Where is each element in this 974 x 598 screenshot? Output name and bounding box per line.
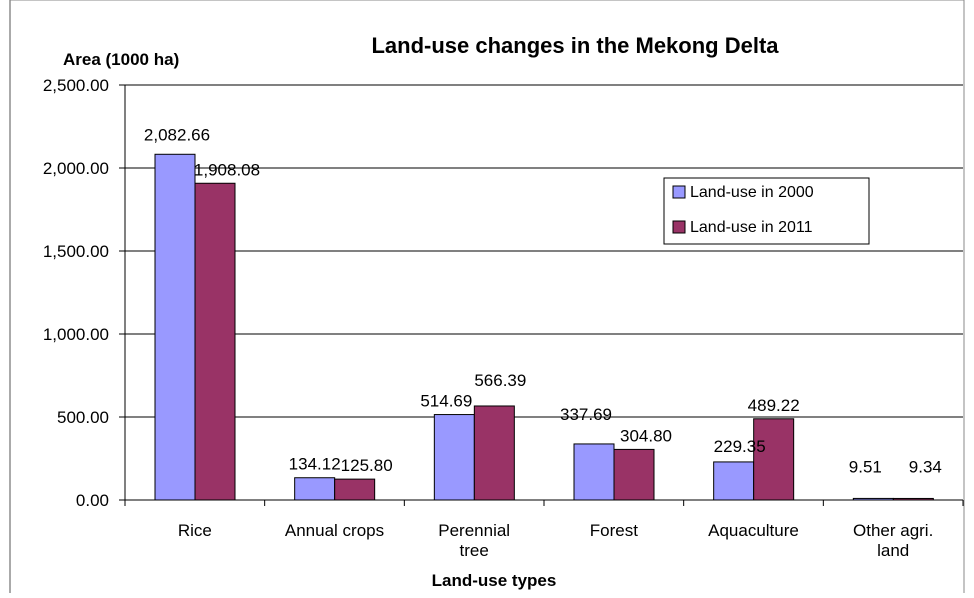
y-tick-label: 500.00 [57, 408, 109, 427]
x-tick-label: Forest [590, 521, 638, 540]
x-axis-label: Land-use types [432, 571, 557, 590]
data-label: 9.51 [849, 457, 882, 476]
bar [334, 478, 376, 501]
axes [119, 84, 964, 506]
x-tick-label: Perennial tree [438, 521, 510, 560]
bar [194, 182, 236, 501]
gridlines [125, 84, 963, 418]
x-tick-label: Annual crops [285, 521, 384, 540]
data-label: 514.69 [420, 392, 472, 411]
y-tick-label: 1,500.00 [43, 242, 109, 261]
x-tick-label: Aquaculture [708, 521, 799, 540]
legend-label-2011: Land-use in 2011 [690, 219, 813, 236]
data-labels: 2,082.66 134.12 514.69 337.69 229.35 9.51 1,90… [144, 125, 942, 476]
y-axis-label: Area (1000 ha) [63, 50, 179, 69]
bar [154, 153, 196, 501]
x-tick-labels: Rice Annual crops Perennial tree Forest Aquac… [178, 521, 933, 560]
bar [713, 461, 755, 501]
x-tick-label: Rice [178, 521, 212, 540]
data-label: 2,082.66 [144, 125, 210, 144]
legend-swatch-2011 [672, 220, 686, 234]
y-tick-label: 2,500.00 [43, 76, 109, 95]
legend: Land-use in 2000 Land-use in 2011 [663, 177, 870, 245]
legend-box [663, 177, 870, 245]
chart-title: Land-use changes in the Mekong Delta [371, 33, 779, 58]
data-label: 229.35 [714, 437, 766, 456]
bar [294, 477, 336, 501]
data-label: 134.12 [289, 455, 341, 474]
data-label: 9.34 [909, 457, 942, 476]
data-label: 125.80 [341, 456, 393, 475]
y-tick-label: 1,000.00 [43, 325, 109, 344]
bar [613, 448, 655, 501]
legend-label-2000: Land-use in 2000 [690, 184, 814, 201]
x-tick-label: Other agri. land [853, 521, 933, 560]
y-tick-labels: 0.00 500.00 1,000.00 1,500.00 2,000.00 2,500.… [43, 76, 109, 510]
bar [573, 443, 615, 501]
data-label: 1,908.08 [194, 160, 260, 179]
bar [433, 414, 475, 501]
data-label: 304.80 [620, 426, 672, 445]
data-label: 566.39 [474, 371, 526, 390]
y-tick-label: 2,000.00 [43, 159, 109, 178]
y-tick-label: 0.00 [76, 491, 109, 510]
data-label: 337.69 [560, 405, 612, 424]
bar [753, 418, 795, 501]
data-label: 489.22 [748, 396, 800, 415]
legend-swatch-2000 [672, 185, 686, 199]
bar [473, 405, 515, 501]
